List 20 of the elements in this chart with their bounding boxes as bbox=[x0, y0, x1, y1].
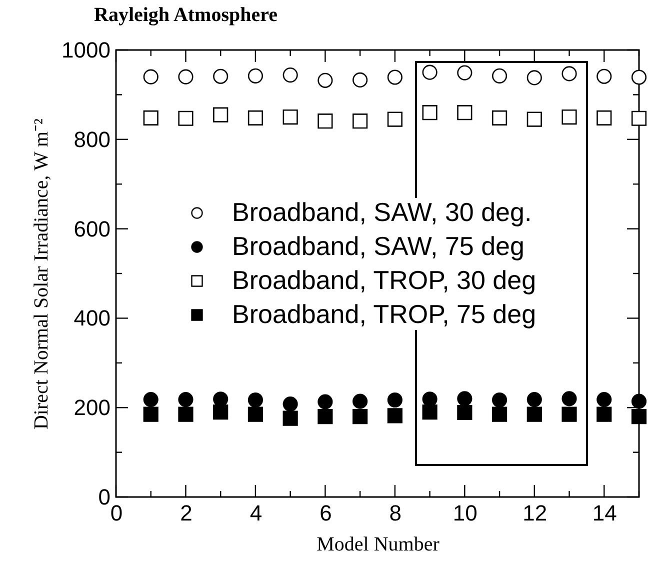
x-axis-title: Model Number bbox=[316, 534, 440, 556]
x-tick-label: 6 bbox=[320, 500, 332, 526]
y-tick-label: 600 bbox=[74, 216, 110, 242]
x-tick-label: 4 bbox=[250, 500, 262, 526]
y-tick-label: 400 bbox=[74, 306, 110, 331]
y-tick-label: 800 bbox=[74, 126, 110, 152]
legend-label: Broadband, SAW, 75 deg bbox=[232, 231, 524, 261]
legend-label: Broadband, SAW, 30 deg. bbox=[232, 197, 532, 227]
y-tick-label: 200 bbox=[74, 395, 110, 420]
x-tick-label: 2 bbox=[180, 500, 192, 526]
x-tick-label: 14 bbox=[592, 500, 617, 526]
x-tick-label: 12 bbox=[522, 500, 548, 526]
legend-label: Broadband, TROP, 75 deg bbox=[232, 299, 536, 329]
y-tick-label: 1000 bbox=[62, 38, 110, 62]
y-axis-title: Direct Normal Solar Irradiance, W m⁻² bbox=[30, 118, 53, 430]
y-tick-label: 0 bbox=[98, 484, 110, 510]
x-tick-label: 10 bbox=[452, 500, 478, 526]
chart-title: Rayleigh Atmosphere bbox=[94, 4, 278, 26]
x-tick-label: 8 bbox=[389, 500, 402, 526]
legend-label: Broadband, TROP, 30 deg bbox=[232, 265, 536, 295]
